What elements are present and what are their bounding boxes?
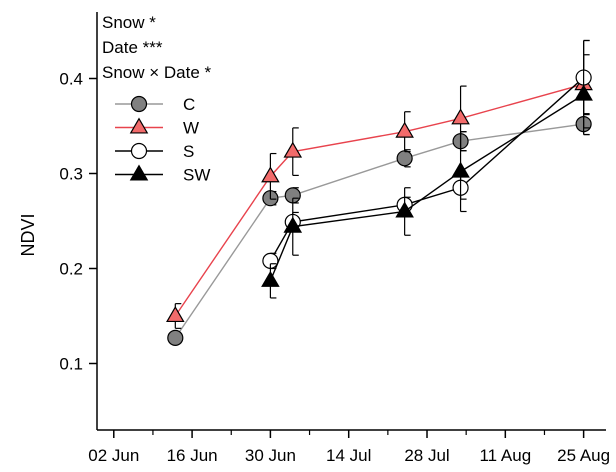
y-tick-label: 0.4 (59, 70, 83, 89)
stats-annotation: Date *** (102, 38, 163, 57)
stats-annotation: Snow × Date * (102, 63, 212, 82)
x-tick-label: 30 Jun (245, 446, 296, 465)
x-ticks: 02 Jun 16 Jun 30 Jun 14 Jul 28 Jul 11 Aug 25 A… (88, 430, 610, 465)
legend-marker-w (129, 117, 149, 134)
stats-annotation: Snow * (102, 13, 156, 32)
y-axis-label: NDVI (18, 213, 38, 256)
legend-label-c: C (183, 95, 195, 114)
legend-label-w: W (183, 119, 199, 138)
legend-label-sw: SW (183, 166, 210, 185)
series-line-w (174, 83, 584, 317)
y-tick-label: 0.2 (59, 260, 83, 279)
x-tick-label: 25 Aug (557, 446, 610, 465)
legend-marker-s (130, 142, 148, 160)
y-tick-label: 0.1 (59, 355, 83, 374)
x-tick-label: 02 Jun (88, 446, 139, 465)
series-s (262, 39, 592, 270)
annotations: Snow * Date *** Snow × Date * (102, 13, 212, 82)
axes (96, 12, 606, 431)
data-point-w (166, 305, 185, 323)
data-point-w (261, 166, 280, 183)
data-point-w (283, 141, 303, 158)
y-tick-label: 0.3 (59, 165, 83, 184)
data-point-sw (574, 84, 593, 101)
x-tick-label: 14 Jul (326, 446, 371, 465)
series-sw (261, 54, 593, 299)
series-c (167, 113, 592, 346)
data-point-sw (395, 201, 414, 218)
data-point-sw (451, 161, 470, 178)
data-point-c (396, 150, 413, 167)
data-point-w (395, 121, 414, 138)
legend-label-s: S (183, 142, 194, 161)
series-line-s (269, 77, 585, 262)
data-point-w (451, 108, 470, 125)
data-point-sw (261, 270, 280, 287)
plot-area (166, 39, 593, 346)
series-line-c (174, 123, 584, 339)
x-tick-label: 11 Aug (479, 446, 531, 465)
legend: CWS SW (115, 95, 210, 185)
legend-marker-sw (129, 164, 149, 181)
y-ticks: 0.1 0.2 0.3 0.4 (59, 70, 97, 374)
legend-marker-c (130, 95, 148, 113)
data-point-c (167, 329, 184, 346)
x-tick-label: 16 Jun (167, 446, 218, 465)
x-tick-label: 28 Jul (404, 446, 449, 465)
series-w (166, 39, 593, 329)
data-point-sw (283, 216, 303, 233)
